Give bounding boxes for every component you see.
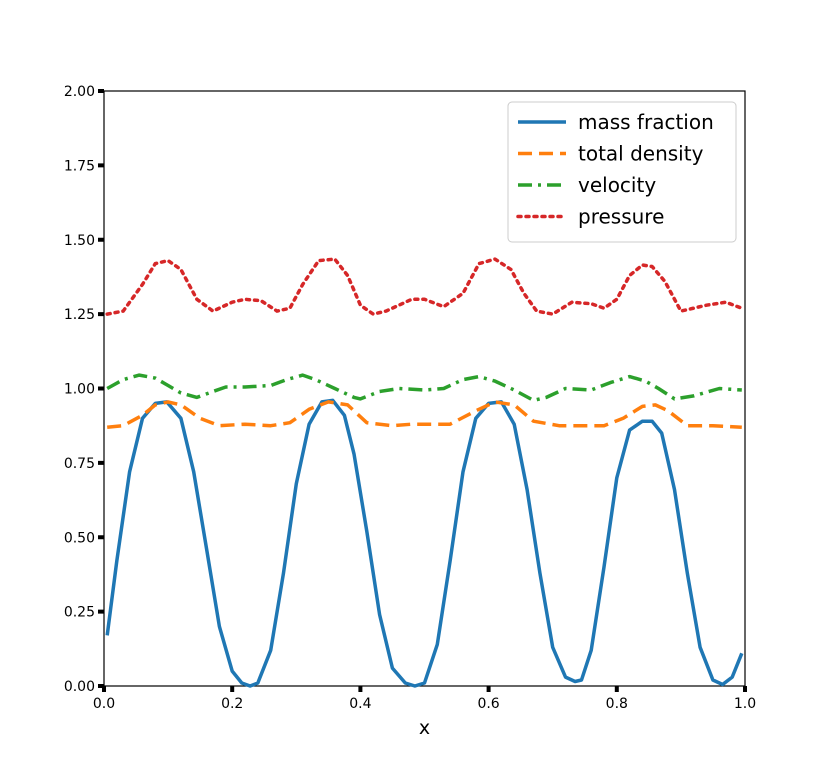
x-tick-label: 0.8 <box>606 696 628 712</box>
y-tick-label: 1.25 <box>64 307 95 323</box>
y-tick-label: 0.75 <box>64 456 95 472</box>
series-line-pressure <box>105 257 744 316</box>
series-line-velocity <box>106 373 742 403</box>
series-layer <box>105 257 744 688</box>
legend: mass fraction total density velocity pressu… <box>507 101 737 243</box>
y-tick-label: 1.50 <box>64 233 95 249</box>
x-tick-label: 0.2 <box>221 696 243 712</box>
x-tick-label: 0.4 <box>349 696 371 712</box>
y-tick-label: 0.00 <box>64 679 95 695</box>
x-tick-label: 0.6 <box>477 696 499 712</box>
legend-label: total density <box>578 142 704 166</box>
legend-label: velocity <box>578 173 656 197</box>
x-tick-label: 0.0 <box>93 696 115 712</box>
y-axis: 0.00 0.25 0.50 0.75 1.00 1.25 1.50 1.75 2.00 <box>64 84 104 695</box>
series-line-mass-fraction <box>105 398 744 688</box>
y-tick-label: 0.25 <box>64 605 95 621</box>
x-tick-label: 1.0 <box>734 696 756 712</box>
legend-label: pressure <box>578 205 664 229</box>
plot-area <box>103 90 746 688</box>
x-axis-title: x <box>419 717 430 739</box>
y-tick-label: 1.00 <box>64 382 95 398</box>
legend-box <box>507 101 737 243</box>
y-tick-label: 0.50 <box>64 530 95 546</box>
x-axis: 0.0 0.2 0.4 0.6 0.8 1.0 <box>93 686 756 712</box>
y-tick-label: 1.75 <box>64 158 95 174</box>
y-tick-label: 2.00 <box>64 84 95 100</box>
series-line-total-density <box>107 400 742 429</box>
legend-label: mass fraction <box>578 110 714 134</box>
